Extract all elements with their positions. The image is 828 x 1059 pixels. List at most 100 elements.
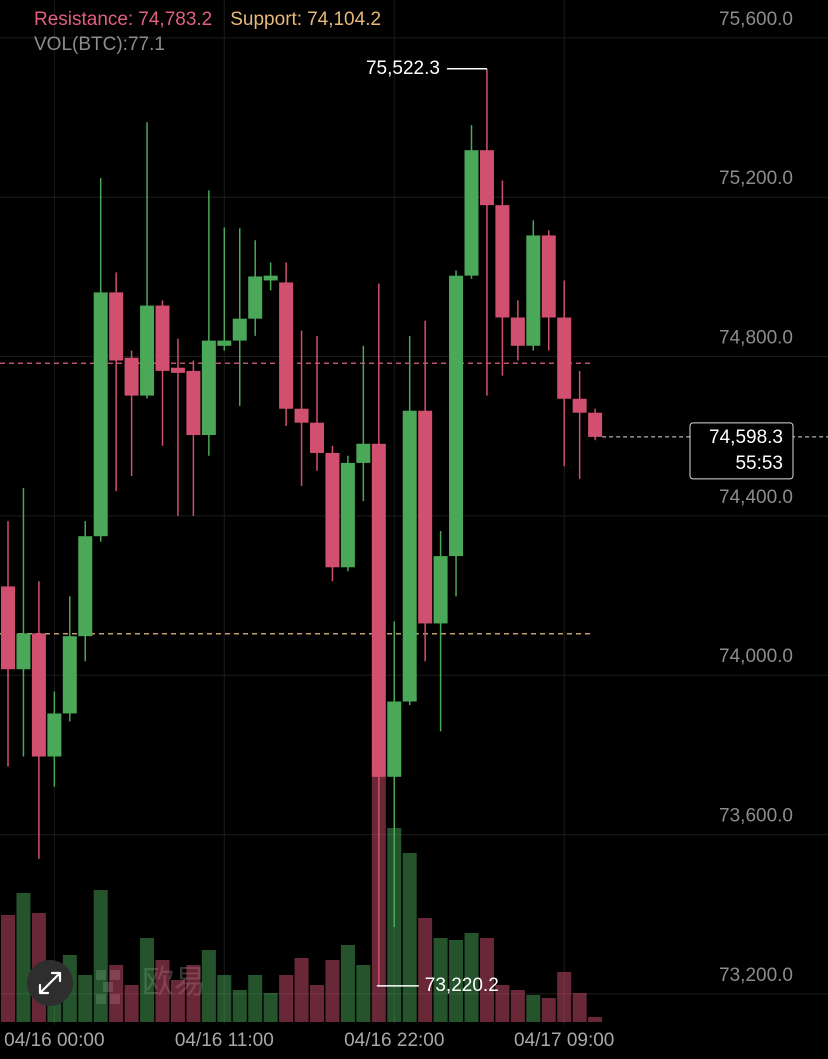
volume-bar: [1, 914, 15, 1022]
candle-body: [325, 452, 340, 568]
volume-header: VOL(BTC):77.1: [34, 34, 165, 55]
x-tick-label: 04/16 00:00: [4, 1030, 104, 1051]
volume-bar: [16, 892, 31, 1022]
volume-bar: [510, 989, 525, 1022]
volume-bar: [402, 852, 417, 1022]
volume-bar: [263, 992, 278, 1022]
countdown: 55:53: [735, 453, 783, 474]
volume-bar: [232, 989, 247, 1022]
support-value: 74,104.2: [307, 9, 381, 30]
volume-bar: [140, 937, 155, 1022]
volume-bar: [186, 964, 201, 1022]
candle-body: [572, 398, 587, 413]
candle-body: [155, 305, 170, 371]
y-tick-label: 73,200.0: [719, 965, 793, 986]
expand-button[interactable]: [27, 960, 73, 1006]
candle-body: [310, 422, 324, 453]
candle-body: [371, 443, 386, 777]
candle-body: [387, 701, 402, 777]
candle-body: [464, 150, 479, 276]
candle-body: [217, 340, 232, 346]
candle-body: [232, 318, 247, 341]
candle-body: [186, 370, 201, 436]
candle-body: [402, 410, 417, 702]
candle-body: [526, 235, 541, 346]
volume-bar: [155, 959, 170, 1022]
y-tick-label: 75,200.0: [719, 168, 793, 189]
candle-body: [16, 633, 31, 670]
candle-body: [248, 276, 263, 319]
y-tick-label: 74,800.0: [719, 328, 793, 349]
volume-bar: [217, 974, 232, 1022]
candle-body: [279, 282, 294, 409]
volume-bar: [170, 979, 185, 1022]
candle-body: [495, 205, 510, 318]
volume-bar: [495, 984, 510, 1022]
candle-body: [449, 275, 464, 557]
volume-bar: [248, 974, 263, 1022]
candle-body: [541, 235, 556, 318]
candle-body: [1, 586, 15, 670]
candle-body: [433, 556, 448, 624]
candle-body: [109, 292, 124, 361]
volume-bar: [109, 964, 124, 1022]
volume-bar: [557, 972, 572, 1022]
volume-bar: [588, 1016, 603, 1022]
volume-bar: [294, 957, 309, 1022]
candle-body: [124, 357, 139, 396]
volume-bar: [433, 937, 448, 1022]
header-levels: Resistance: 74,783.2 Support: 74,104.2: [34, 9, 381, 30]
logo-square: [103, 982, 113, 992]
volume-bar: [124, 984, 139, 1022]
x-tick-label: 04/16 22:00: [344, 1030, 444, 1051]
volume-bar: [449, 939, 464, 1022]
volume-bar: [325, 959, 340, 1022]
candle-body: [588, 412, 603, 437]
candle-body: [140, 305, 155, 396]
candle-body: [294, 408, 309, 423]
candle-body: [78, 536, 93, 637]
volume-last: 77.1: [128, 34, 165, 55]
volume-bar: [526, 994, 541, 1022]
volume-bar: [340, 944, 355, 1022]
candle-body: [418, 410, 433, 624]
candle-body: [31, 633, 46, 757]
last-price-label: 74,598.3: [709, 427, 783, 448]
candle-body: [557, 317, 572, 399]
volume-bar: [479, 937, 494, 1022]
y-tick-label: 73,600.0: [719, 806, 793, 827]
volume-bar: [541, 997, 556, 1022]
volume-bar: [201, 949, 216, 1022]
high-label: 75,522.3: [366, 58, 440, 79]
y-tick-label: 75,600.0: [719, 9, 793, 30]
volume-bar: [418, 917, 433, 1022]
resistance-label: Resistance:: [34, 9, 133, 30]
resistance-value: 74,783.2: [138, 9, 212, 30]
volume-bar: [310, 984, 324, 1022]
candle-body: [510, 317, 525, 346]
expand-icon: [38, 971, 62, 995]
candle-body: [263, 275, 278, 281]
support-label: Support:: [230, 9, 302, 30]
candle-body: [356, 443, 371, 463]
volume-bar: [279, 974, 294, 1022]
volume-bar: [356, 964, 371, 1022]
candle-body: [340, 462, 355, 568]
x-tick-label: 04/17 09:00: [514, 1030, 614, 1051]
volume-bar: [464, 932, 479, 1022]
last-price-box: [689, 422, 794, 480]
y-tick-label: 74,400.0: [719, 487, 793, 508]
volume-bar: [572, 992, 587, 1022]
y-tick-label: 74,000.0: [719, 646, 793, 667]
candle-body: [170, 367, 185, 373]
candle-body: [62, 636, 77, 714]
candle-body: [93, 292, 108, 537]
volume-label: VOL(BTC):: [34, 34, 128, 55]
volume-bar: [78, 974, 93, 1022]
low-label: 73,220.2: [425, 975, 499, 996]
x-tick-label: 04/16 11:00: [175, 1030, 274, 1051]
candle-body: [47, 713, 62, 757]
candle-body: [201, 340, 216, 436]
